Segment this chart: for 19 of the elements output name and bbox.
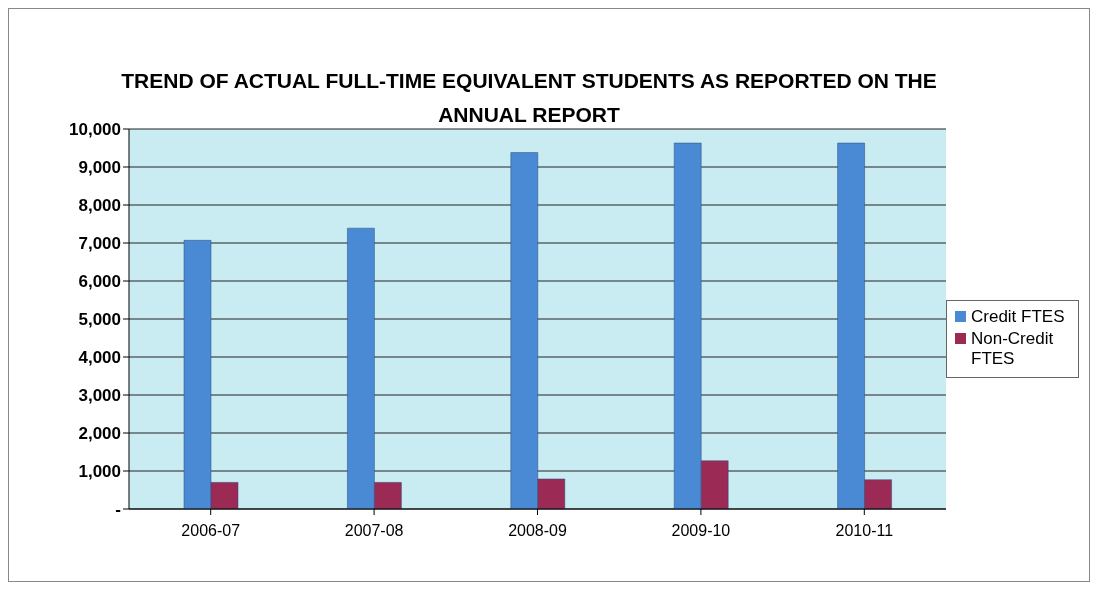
x-tick-label: 2009-10 <box>671 522 731 540</box>
y-tick-label: 6,000 <box>78 272 121 292</box>
x-tick-label: 2006-07 <box>181 522 241 540</box>
y-tick-label: 7,000 <box>78 234 121 254</box>
y-tick-label: 10,000 <box>69 120 121 140</box>
chart-title: TREND OF ACTUAL FULL-TIME EQUIVALENT STUDENTS AS REPORTED ON THE ANNUAL REPORT <box>121 69 937 126</box>
x-tick-label: 2007-08 <box>344 522 404 540</box>
y-tick-label: 4,000 <box>78 348 121 368</box>
y-tick-label: 8,000 <box>78 196 121 216</box>
y-tick-label: 9,000 <box>78 158 121 178</box>
y-tick-label: 3,000 <box>78 386 121 406</box>
legend-label: Non-Credit FTES <box>971 329 1055 369</box>
x-tick-label: 2008-09 <box>508 522 567 540</box>
legend-label: Credit FTES <box>971 307 1065 327</box>
y-tick-label: 1,000 <box>78 462 121 482</box>
y-tick-label: - <box>115 500 121 520</box>
y-tick-label: 2,000 <box>78 424 121 444</box>
y-tick-label: 5,000 <box>78 310 121 330</box>
x-tick-label: 2010-11 <box>835 522 894 540</box>
